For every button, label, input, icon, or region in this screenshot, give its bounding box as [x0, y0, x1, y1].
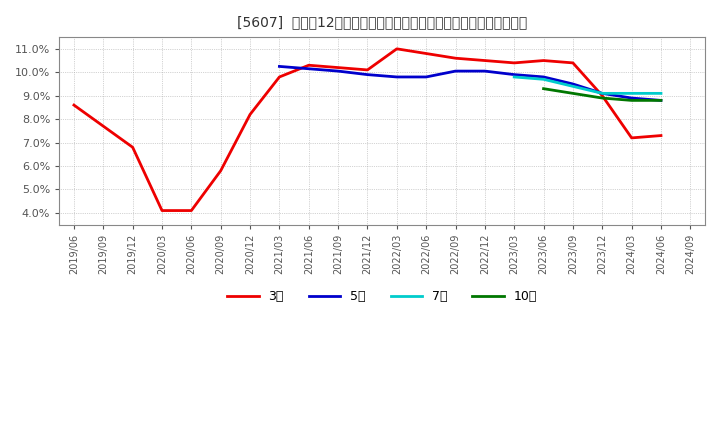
3年	[539, 58, 548, 63]
7年	[539, 77, 548, 82]
3年	[363, 67, 372, 73]
5年	[422, 74, 431, 80]
3年	[510, 60, 518, 66]
7年	[569, 84, 577, 89]
5年	[305, 66, 313, 71]
3年	[422, 51, 431, 56]
3年	[569, 60, 577, 66]
Line: 7年: 7年	[514, 77, 661, 93]
10年	[569, 91, 577, 96]
3年	[657, 133, 665, 138]
Line: 3年: 3年	[74, 49, 661, 211]
Title: [5607]  売上高12か月移動合計の対前年同期増減率の標準偏差の推移: [5607] 売上高12か月移動合計の対前年同期増減率の標準偏差の推移	[237, 15, 527, 29]
5年	[539, 74, 548, 80]
5年	[480, 69, 489, 74]
5年	[627, 95, 636, 101]
3年	[627, 135, 636, 140]
3年	[480, 58, 489, 63]
7年	[627, 91, 636, 96]
5年	[598, 91, 606, 96]
5年	[363, 72, 372, 77]
3年	[392, 46, 401, 51]
3年	[217, 168, 225, 173]
3年	[70, 103, 78, 108]
3年	[275, 74, 284, 80]
5年	[569, 81, 577, 87]
7年	[598, 91, 606, 96]
3年	[158, 208, 166, 213]
7年	[510, 74, 518, 80]
Line: 5年: 5年	[279, 66, 661, 100]
10年	[539, 86, 548, 92]
3年	[334, 65, 343, 70]
10年	[598, 95, 606, 101]
Legend: 3年, 5年, 7年, 10年: 3年, 5年, 7年, 10年	[222, 286, 542, 308]
5年	[657, 98, 665, 103]
5年	[334, 69, 343, 74]
10年	[657, 98, 665, 103]
3年	[451, 55, 460, 61]
Line: 10年: 10年	[544, 89, 661, 100]
3年	[305, 62, 313, 68]
3年	[598, 93, 606, 99]
5年	[510, 72, 518, 77]
3年	[246, 112, 254, 117]
5年	[451, 69, 460, 74]
3年	[99, 124, 107, 129]
3年	[187, 208, 196, 213]
5年	[392, 74, 401, 80]
5年	[275, 64, 284, 69]
10年	[627, 98, 636, 103]
7年	[657, 91, 665, 96]
3年	[128, 145, 137, 150]
